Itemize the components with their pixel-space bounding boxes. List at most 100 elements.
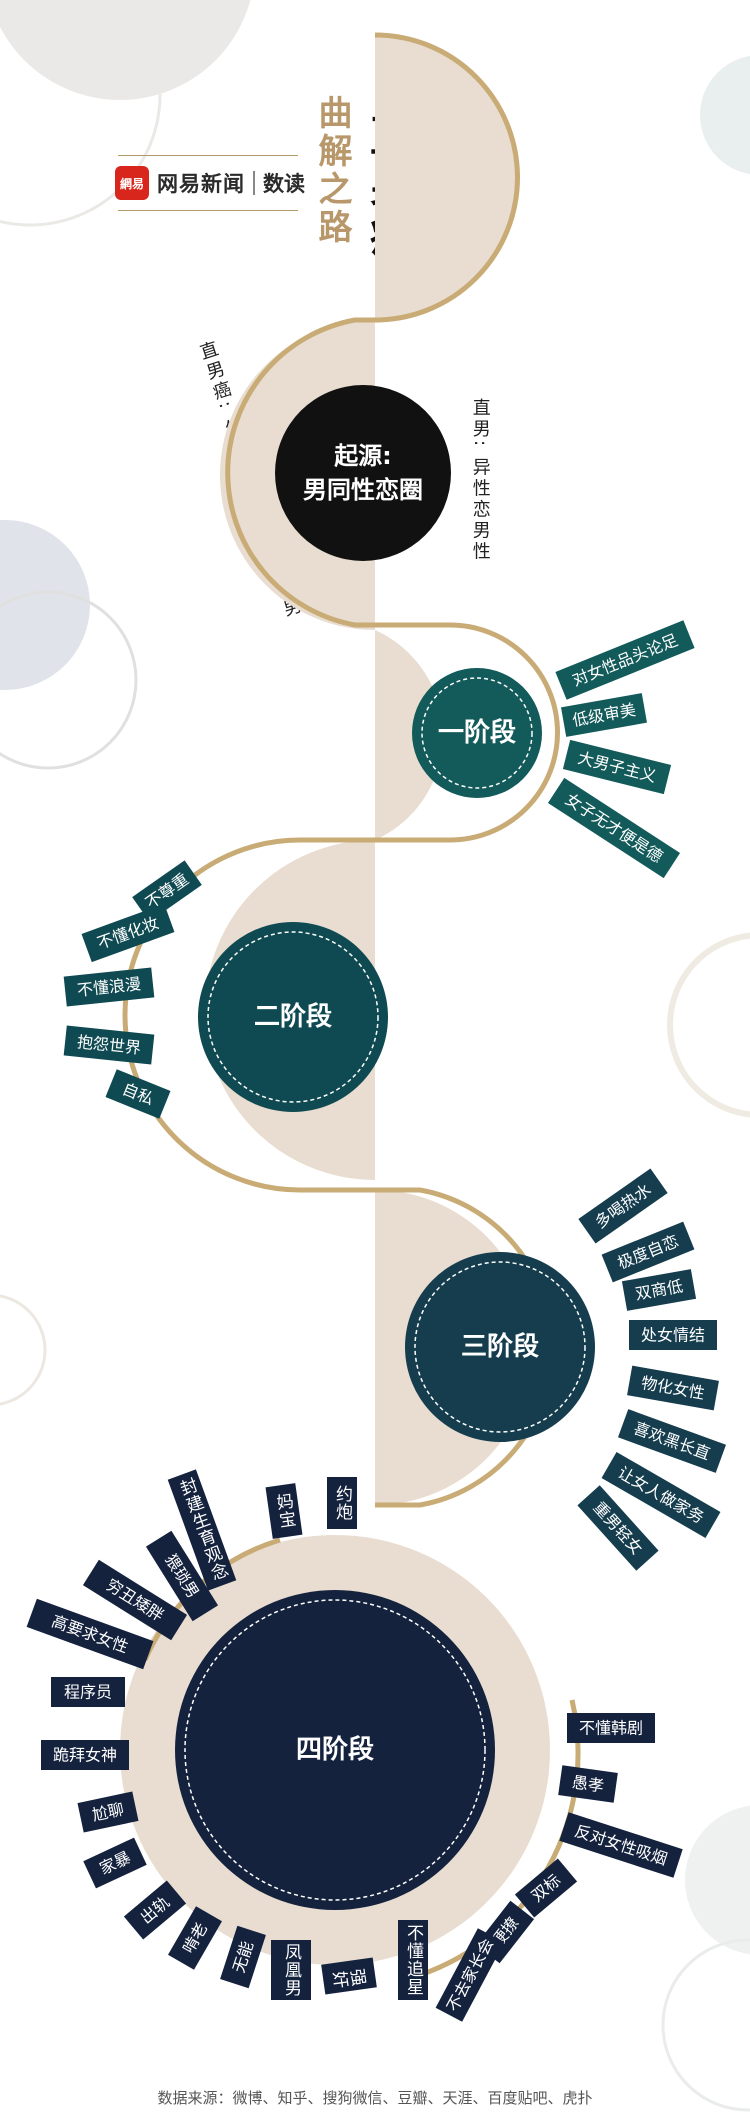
page-subtitle: 曲解之路: [312, 95, 352, 247]
stage-tag: 不懂浪漫: [63, 967, 155, 1007]
stage1-circle: [412, 668, 542, 798]
tag-background: [601, 1221, 695, 1283]
tag-background: [265, 1483, 303, 1539]
stage4-circle-dashed-ring: [184, 1599, 486, 1901]
tag-background: [435, 1928, 505, 2022]
tag-background: [26, 1598, 154, 1670]
tag-background: [627, 1365, 719, 1411]
tag-background: [63, 1025, 155, 1065]
data-source: 数据来源：微博、知乎、搜狗微信、豆瓣、天涯、百度贴吧、虎扑: [157, 2089, 593, 2107]
tag-background: [51, 1677, 125, 1707]
stage3-circle-label: 三阶段: [461, 1331, 539, 1362]
tag-background: [41, 1740, 129, 1770]
stage-tag: 强奸: [321, 1957, 377, 1995]
tag-background: [145, 1530, 219, 1622]
decor-ring: [661, 1938, 750, 2112]
stage-tag: 妈宝: [265, 1483, 303, 1539]
origin-subtitle: 男同性恋圈: [303, 476, 423, 504]
tag-background: [123, 1880, 187, 1940]
tag-label: 凤凰男: [281, 1943, 302, 1997]
tag-background: [83, 1837, 147, 1889]
stage-tag: 尬聊: [77, 1791, 139, 1833]
decor-circle: [685, 1805, 750, 1955]
stage4-circle-label: 四阶段: [296, 1734, 374, 1765]
stage-tag: 愚孝: [558, 1765, 618, 1803]
stage-tag: 不去家长会: [435, 1928, 505, 2022]
stage-tag: 处女情结: [629, 1320, 717, 1350]
brand-header: 網易 网易新闻 数读: [115, 166, 305, 200]
stage2-circle-label: 二阶段: [254, 1001, 332, 1032]
stage2-circle-dashed-ring: [207, 931, 379, 1103]
stage-tag: 家暴: [83, 1837, 147, 1889]
curve-outline: [122, 32, 560, 1508]
tag-label: 不懂追星: [403, 1924, 424, 1996]
tag-background: [167, 1469, 237, 1591]
stage4-circle: [175, 1590, 495, 1910]
tag-background: [562, 739, 672, 795]
tag-background: [561, 693, 647, 737]
stage-tag: 不懂韩剧: [567, 1713, 655, 1743]
tag-background: [601, 1452, 721, 1538]
tag-background: [271, 1940, 311, 2000]
tag-background: [514, 1858, 578, 1918]
origin-circle: [275, 385, 451, 561]
stage1-circle-label: 一阶段: [438, 717, 516, 748]
tag-label: 处女情结: [641, 1326, 705, 1345]
brand-sub: 数读: [263, 172, 305, 196]
tag-background: [618, 1409, 726, 1473]
stage-tag: 程序员: [51, 1677, 125, 1707]
tag-background: [398, 1920, 428, 2000]
stage-tag: 多喝热水: [578, 1168, 668, 1244]
stage-tag: 双商低: [621, 1269, 697, 1311]
stage-tag: 物化女性: [627, 1365, 719, 1411]
stage-tag: 低级审美: [561, 693, 647, 737]
tag-label: 女子无才便是德: [562, 790, 666, 867]
brand-rule-top: [118, 155, 298, 156]
tag-background: [105, 1069, 171, 1119]
netease-logo-icon: 網易: [115, 166, 149, 200]
stage-tag: 凤凰男: [271, 1940, 311, 2000]
tag-background: [63, 967, 155, 1007]
decor-ring: [0, 1294, 47, 1406]
tag-label: 跪拜女神: [53, 1746, 117, 1765]
decor-ring: [667, 932, 750, 1118]
stage-tag: 反对女性吸烟: [559, 1812, 683, 1878]
tag-background: [578, 1168, 668, 1244]
tag-background: [220, 1925, 266, 1989]
decor-circle: [0, 0, 251, 100]
stage-tag: 自私: [105, 1069, 171, 1119]
stage-tag: 约炮: [327, 1477, 357, 1529]
brand-name: 网易新闻: [157, 172, 245, 196]
stage3-circle-dashed-ring: [414, 1261, 586, 1433]
curve-segment-stage1: [375, 630, 444, 840]
stage-tag: 对女性品头论足: [555, 620, 695, 700]
brand-divider: [253, 171, 255, 195]
tag-background: [321, 1957, 377, 1995]
tag-label: 愚孝: [571, 1772, 605, 1795]
stage-tag: 大男子主义: [562, 739, 672, 795]
brand-rule-bottom: [118, 210, 298, 211]
tag-background: [327, 1477, 357, 1529]
tag-background: [168, 1906, 222, 1970]
stage1-circle-dashed-ring: [421, 677, 533, 789]
decor-ring: [0, 590, 138, 770]
tag-background: [621, 1269, 697, 1311]
tag-background: [577, 1485, 659, 1571]
tag-background: [559, 1812, 683, 1878]
stage-tag: 无能: [220, 1925, 266, 1989]
tag-label: 不懂韩剧: [579, 1719, 643, 1738]
tag-background: [132, 860, 202, 922]
curve-segment-title: [375, 35, 518, 320]
decor-circle: [0, 520, 90, 690]
stage-tag: 跪拜女神: [41, 1740, 129, 1770]
stage-tag: 不懂化妆: [81, 903, 175, 963]
tag-background: [629, 1320, 717, 1350]
tag-label: 约炮: [332, 1485, 353, 1521]
tag-background: [567, 1713, 655, 1743]
tag-background: [558, 1765, 618, 1803]
stage2-circle: [198, 922, 388, 1112]
tag-background: [82, 1559, 188, 1641]
